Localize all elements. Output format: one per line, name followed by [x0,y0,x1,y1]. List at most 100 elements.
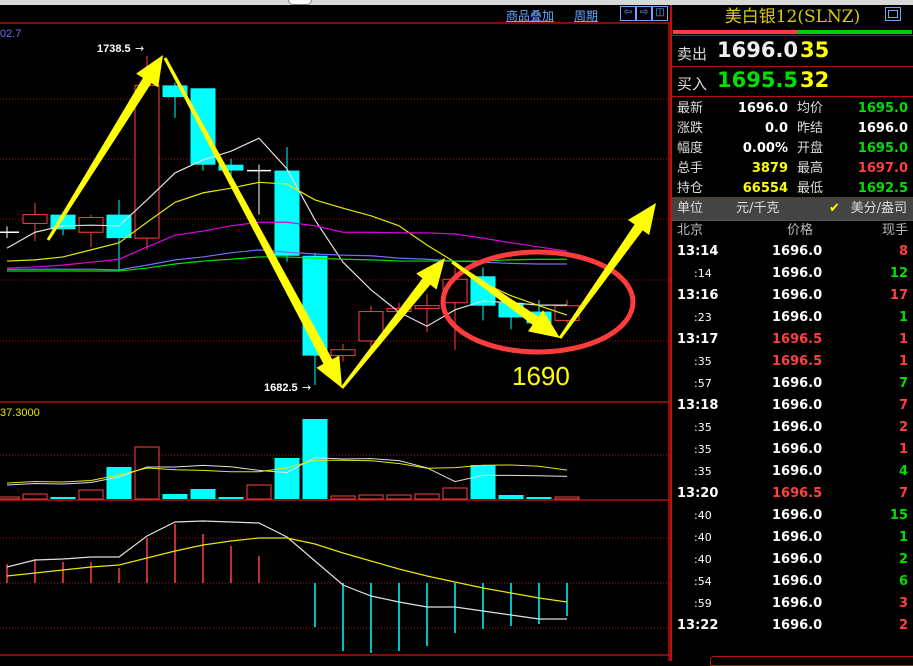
volume-bar [0,496,20,500]
volume-bar [162,494,188,499]
bid-ask-ratio-bar [673,30,912,34]
tick-qty: 8 [898,244,908,259]
tick-qty: 17 [889,288,908,303]
tick-price: 1696.5 [772,354,823,369]
tick-price: 1696.5 [772,332,823,347]
tick-row: :35 1696.5 1 [672,351,913,373]
tick-price: 1696.0 [772,398,823,413]
stat-label: 最新 [677,101,704,116]
tick-qty: 1 [898,310,908,325]
tick-time: 13:17 [677,332,719,347]
stat-item: 幅度 0.00% [677,139,788,159]
tick-qty: 1 [898,442,908,457]
tick-qty: 2 [898,552,908,567]
tick-time: 13:16 [677,288,719,303]
tick-qty: 1 [898,530,908,545]
tick-price: 1696.0 [772,442,823,457]
volume-bar [554,496,580,500]
stat-value: 3879 [751,161,788,176]
volume-bar [414,493,440,500]
tick-time: :40 [694,509,712,522]
stat-label: 幅度 [677,141,704,156]
low-price-label: 1682.5 [264,382,298,394]
volume-bar [330,495,356,500]
tick-price: 1696.0 [772,310,823,325]
overlay-commodity-link[interactable]: 商品叠加 [506,9,555,23]
stat-label: 总手 [677,161,704,176]
moving-average-line [7,249,567,271]
bottom-tab[interactable] [710,656,913,666]
volume-ma-line [6,459,568,484]
tick-price: 1696.0 [772,530,823,545]
tick-price: 1696.0 [772,508,823,523]
candle-down [218,164,244,171]
volume-bar [218,497,244,499]
arrow-left-icon[interactable]: ⇦ [620,6,636,21]
buy-price: 1695.5 [717,68,799,92]
trend-arrow [46,55,163,241]
stat-item: 昨结 1696.0 [797,119,908,139]
tick-time: :35 [694,443,712,456]
stat-item: 持仓 66554 [677,179,788,199]
stat-value: 0.0 [764,121,788,136]
maximize-icon[interactable] [885,7,901,21]
stat-item: 最新 1696.0 [677,99,788,119]
kline-chart[interactable]: 02.7 1738.5 → 1682.5 → 37.3000 1690 [0,0,670,661]
volume-bar [526,497,552,499]
tick-time: :35 [694,465,712,478]
stat-value: 1696.0 [857,121,908,136]
tick-qty: 15 [889,508,908,523]
split-view-icon[interactable]: ◫ [652,6,668,21]
volume-bar [78,489,104,500]
stat-label: 持仓 [677,181,704,196]
arrow-right-icon[interactable]: ⇨ [636,6,652,21]
tick-time: :54 [694,575,712,588]
trend-arrow [163,57,342,388]
tick-row: :57 1696.0 7 [672,373,913,395]
tick-row: :14 1696.0 12 [672,263,913,285]
unit-cny-option[interactable]: 元/千克 [736,201,780,216]
tick-qty: 6 [898,574,908,589]
candle-down [162,85,188,98]
tick-row: :35 1696.0 1 [672,439,913,461]
tick-time: :14 [694,267,712,280]
sell-label: 卖出 [677,45,708,63]
ticks-header-price: 价格 [787,223,814,238]
macd-dea-line [6,537,568,603]
tick-time: :59 [694,597,712,610]
tick-qty: 7 [898,486,908,501]
stat-value: 1695.0 [857,101,908,116]
buy-volume: 32 [800,68,830,92]
stat-value: 1695.0 [857,141,908,156]
tick-row: 13:17 1696.5 1 [672,329,913,351]
tick-row: :54 1696.0 6 [672,571,913,593]
macd-dif-line [6,520,567,620]
stat-item: 最高 1697.0 [797,159,908,179]
tick-price: 1696.0 [772,596,823,611]
ticks-header: 北京 价格 现手 [672,221,913,241]
buy-label: 买入 [677,75,708,93]
stat-label: 均价 [797,101,824,116]
tick-price: 1696.0 [772,288,823,303]
period-link[interactable]: 周期 [574,9,599,23]
sell-quote: 卖出 1696.0 35 [672,37,913,67]
volume-bar [386,494,412,500]
price-target-label: 1690 [512,361,570,391]
tick-row: :35 1696.0 4 [672,461,913,483]
candle-up [22,214,48,224]
sell-volume: 35 [800,38,830,62]
stat-value: 1697.0 [857,161,908,176]
tick-qty: 2 [898,618,908,633]
stat-label: 开盘 [797,141,824,156]
volume-bar [358,494,384,500]
unit-row: 单位 元/千克 ✔ 美分/盎司 [672,198,913,220]
tick-price: 1696.0 [772,574,823,589]
buy-quote: 买入 1695.5 32 [672,67,913,97]
tick-price: 1696.0 [772,244,823,259]
unit-usd-option[interactable]: 美分/盎司 [850,201,907,216]
arrow-right-icon: → [135,42,144,55]
tick-price: 1696.0 [772,618,823,633]
tick-price: 1696.0 [772,420,823,435]
tick-time: 13:22 [677,618,719,633]
tick-row: 13:18 1696.0 7 [672,395,913,417]
